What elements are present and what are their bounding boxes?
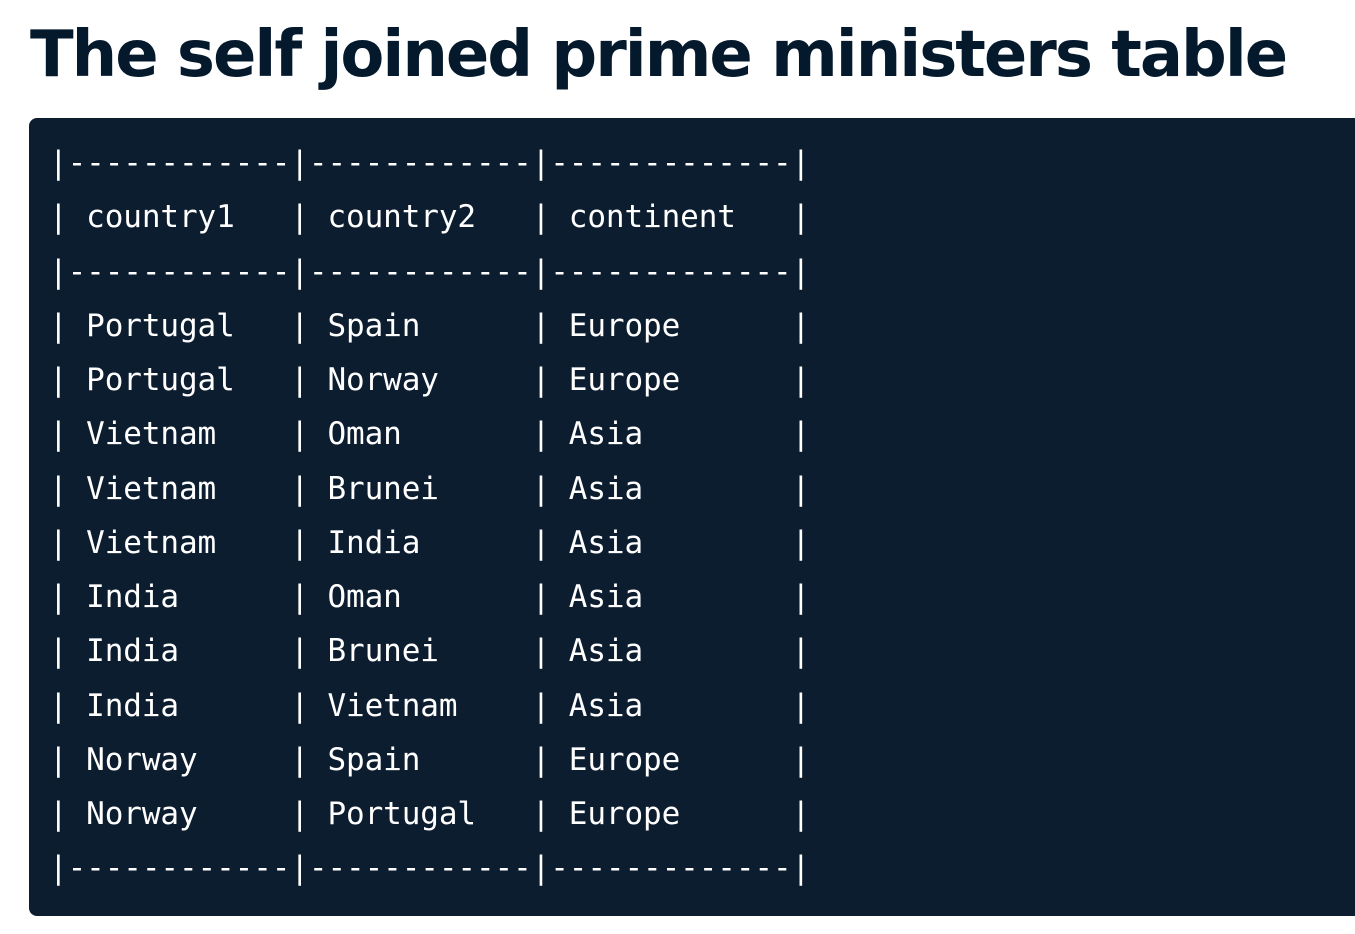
page-title: The self joined prime ministers table [30, 18, 1288, 92]
table-row: | Portugal | Spain | Europe | [49, 307, 811, 344]
table-row: | India | Oman | Asia | [49, 579, 811, 615]
code-block [29, 118, 1355, 916]
table-row: | Norway | Portugal | Europe | [49, 796, 811, 832]
table-row: | Portugal | Norway | Europe | [49, 362, 811, 398]
table-border-bottom: |------------|------------|-------------… [49, 850, 811, 887]
table-row: | India | Vietnam | Asia | [49, 687, 811, 724]
table-row: | India | Brunei | Asia | [49, 633, 811, 670]
ascii-table: |------------|------------|-------------… [49, 136, 810, 896]
table-header-separator: |------------|------------|-------------… [49, 253, 811, 290]
table-row: | Vietnam | Oman | Asia | [49, 416, 811, 453]
table-row: | Norway | Spain | Europe | [49, 741, 811, 778]
table-header-row: | country1 | country2 | continent | [49, 199, 811, 236]
table-border-top: |------------|------------|-------------… [49, 145, 811, 181]
table-row: | Vietnam | Brunei | Asia | [49, 470, 811, 507]
table-row: | Vietnam | India | Asia | [49, 524, 811, 561]
